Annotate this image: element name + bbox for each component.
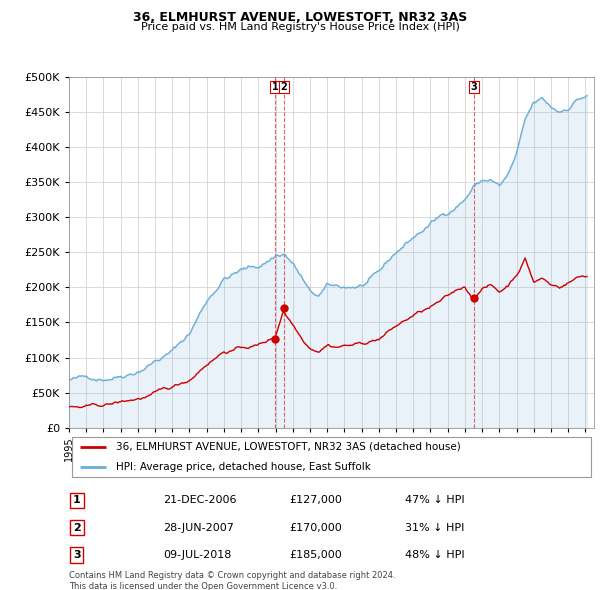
Text: HPI: Average price, detached house, East Suffolk: HPI: Average price, detached house, East… xyxy=(116,462,371,472)
Text: £185,000: £185,000 xyxy=(290,550,342,560)
Text: 3: 3 xyxy=(73,550,80,560)
Text: £127,000: £127,000 xyxy=(290,496,343,505)
Text: 36, ELMHURST AVENUE, LOWESTOFT, NR32 3AS (detached house): 36, ELMHURST AVENUE, LOWESTOFT, NR32 3AS… xyxy=(116,442,461,452)
Text: 47% ↓ HPI: 47% ↓ HPI xyxy=(405,496,464,505)
Text: 09-JUL-2018: 09-JUL-2018 xyxy=(163,550,232,560)
Text: £170,000: £170,000 xyxy=(290,523,342,533)
Text: 21-DEC-2006: 21-DEC-2006 xyxy=(163,496,237,505)
Text: 1: 1 xyxy=(272,82,278,92)
Text: 28-JUN-2007: 28-JUN-2007 xyxy=(163,523,235,533)
FancyBboxPatch shape xyxy=(71,437,592,477)
Text: 48% ↓ HPI: 48% ↓ HPI xyxy=(405,550,464,560)
Text: 1: 1 xyxy=(73,496,81,505)
Text: 2: 2 xyxy=(281,82,287,92)
Text: 2: 2 xyxy=(73,523,81,533)
Text: Price paid vs. HM Land Registry's House Price Index (HPI): Price paid vs. HM Land Registry's House … xyxy=(140,22,460,32)
Text: Contains HM Land Registry data © Crown copyright and database right 2024.
This d: Contains HM Land Registry data © Crown c… xyxy=(69,571,395,590)
Text: 31% ↓ HPI: 31% ↓ HPI xyxy=(405,523,464,533)
Text: 36, ELMHURST AVENUE, LOWESTOFT, NR32 3AS: 36, ELMHURST AVENUE, LOWESTOFT, NR32 3AS xyxy=(133,11,467,24)
Text: 3: 3 xyxy=(470,82,477,92)
